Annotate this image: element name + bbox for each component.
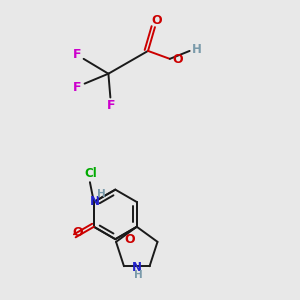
Text: O: O bbox=[173, 53, 183, 66]
Text: F: F bbox=[72, 48, 81, 62]
Text: H: H bbox=[192, 44, 202, 56]
Text: F: F bbox=[107, 99, 116, 112]
Text: F: F bbox=[72, 81, 81, 94]
Text: O: O bbox=[152, 14, 162, 27]
Text: O: O bbox=[124, 233, 135, 246]
Text: N: N bbox=[90, 194, 100, 208]
Text: Cl: Cl bbox=[85, 167, 97, 180]
Text: N: N bbox=[132, 261, 142, 274]
Text: H: H bbox=[98, 189, 106, 199]
Text: O: O bbox=[72, 226, 83, 239]
Text: H: H bbox=[134, 270, 143, 280]
